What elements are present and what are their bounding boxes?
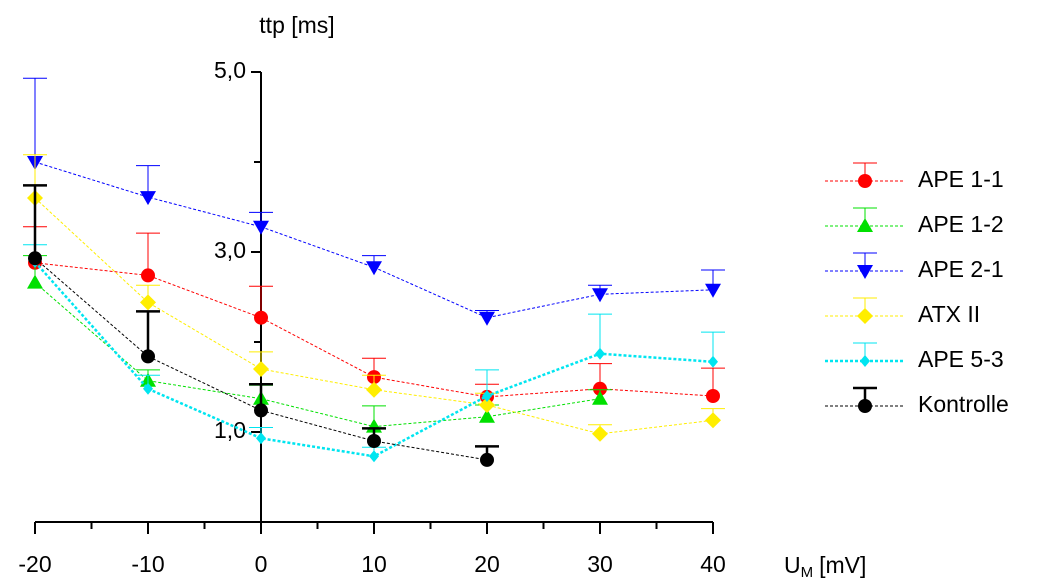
marker <box>592 390 608 405</box>
error-bar <box>23 77 47 162</box>
marker <box>592 288 608 303</box>
y-tick-label: 5,0 <box>214 57 246 83</box>
y-axis-label: ttp [ms] <box>259 12 334 38</box>
marker <box>256 432 266 445</box>
legend-marker <box>858 174 872 188</box>
marker <box>705 412 721 429</box>
marker <box>479 311 495 326</box>
marker <box>141 349 155 364</box>
legend-label: APE 5-3 <box>918 346 1004 372</box>
marker <box>254 403 268 418</box>
error-bar <box>588 313 612 354</box>
marker <box>366 381 382 398</box>
marker <box>592 425 608 442</box>
marker <box>705 283 721 298</box>
marker <box>479 397 495 413</box>
legend-marker <box>857 218 873 232</box>
x-label-main: U <box>784 552 801 578</box>
marker <box>367 434 381 448</box>
x-tick-label: -10 <box>131 551 164 577</box>
marker <box>253 220 269 235</box>
legend-label: Kontrolle <box>918 391 1009 417</box>
legend-label: ATX II <box>918 301 980 327</box>
marker <box>480 452 494 467</box>
legend-label: APE 2-1 <box>918 256 1004 282</box>
marker <box>482 390 492 402</box>
marker <box>143 382 153 395</box>
marker <box>27 274 43 289</box>
legend-label: APE 1-1 <box>918 166 1004 192</box>
marker <box>141 268 155 283</box>
legend-marker <box>857 265 873 279</box>
error-bar <box>136 232 160 276</box>
y-tick-label: 3,0 <box>214 237 246 263</box>
x-tick-label: 10 <box>361 551 387 577</box>
x-label-unit: [mV] <box>819 552 866 578</box>
legend-marker <box>858 399 872 413</box>
error-bar <box>23 184 47 259</box>
x-tick-label: 30 <box>587 551 613 577</box>
series-line <box>34 257 488 461</box>
legend-label: APE 1-2 <box>918 211 1004 237</box>
marker <box>593 381 607 396</box>
x-tick-label: 0 <box>255 551 268 577</box>
marker <box>254 310 268 325</box>
x-tick-label: 20 <box>474 551 500 577</box>
legend-marker <box>860 355 870 367</box>
marker <box>140 191 156 206</box>
legend-marker <box>857 308 873 324</box>
marker <box>708 355 718 368</box>
x-tick-label: -20 <box>18 551 51 577</box>
marker <box>140 294 156 311</box>
marker <box>28 251 42 266</box>
series-line <box>34 282 601 428</box>
marker <box>706 389 720 403</box>
marker <box>253 361 269 377</box>
marker <box>369 450 379 463</box>
series-line <box>34 161 714 319</box>
error-bar <box>136 310 160 357</box>
marker <box>595 347 605 360</box>
marker <box>479 408 495 423</box>
x-axis-label: UM [mV] <box>784 552 866 581</box>
marker <box>366 261 382 276</box>
x-tick-label: 40 <box>700 551 726 577</box>
x-label-sub: M <box>801 564 814 581</box>
